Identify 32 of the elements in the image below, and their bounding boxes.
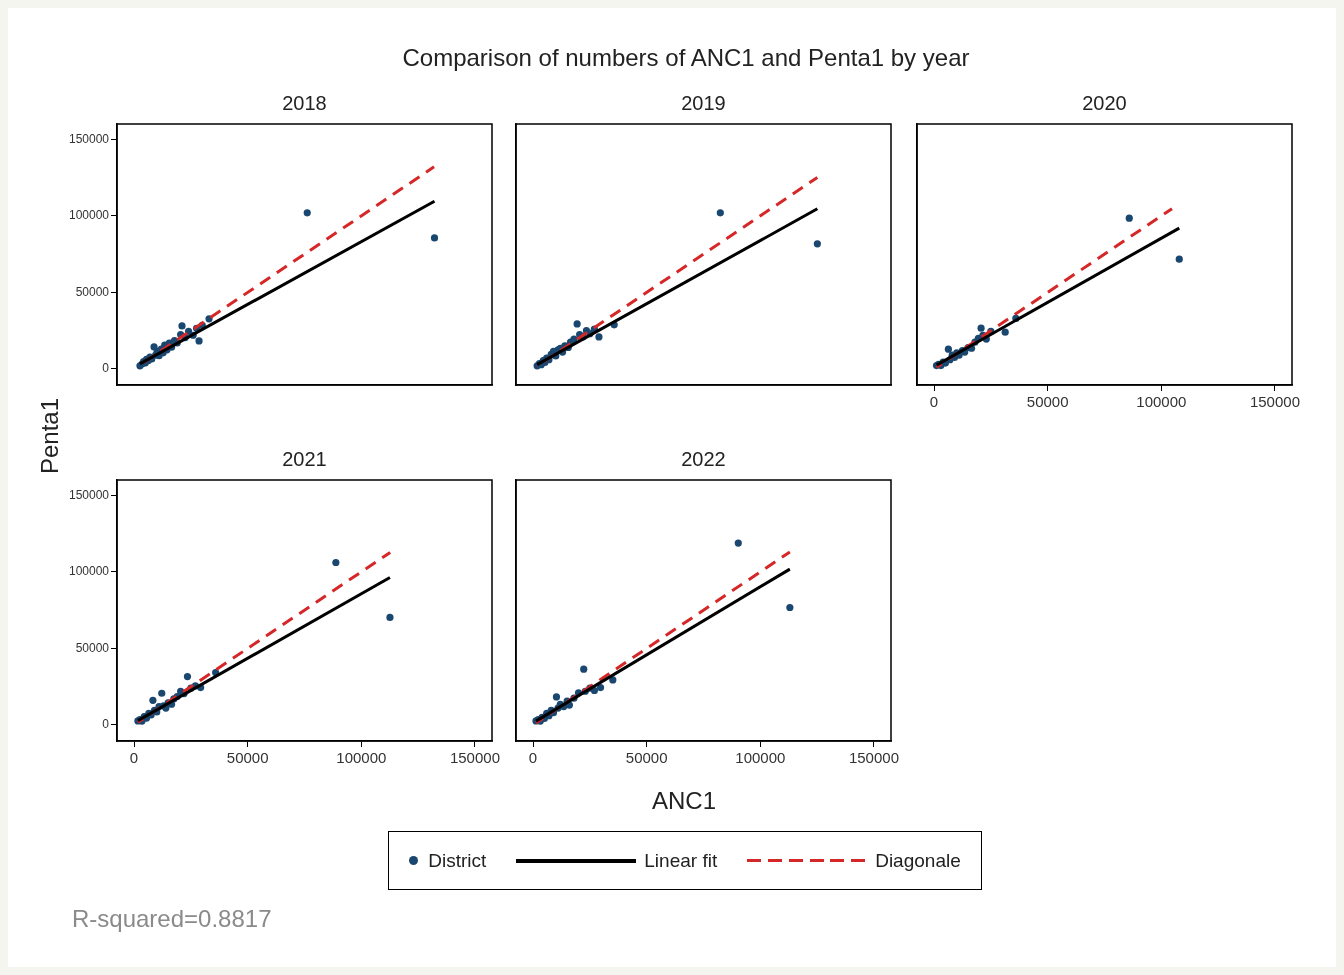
legend-label: Diagonale bbox=[875, 849, 961, 872]
legend-label: District bbox=[428, 849, 487, 872]
chart-title: 2019 bbox=[680, 92, 727, 115]
y-tick-label: 50000 bbox=[75, 640, 110, 655]
text: Penta1 bbox=[36, 396, 64, 477]
y-tick-label: 100000 bbox=[68, 208, 110, 223]
x-tick-label: 150000 bbox=[848, 749, 899, 767]
text: Comparison of numbers of ANC1 and Penta1 by year bbox=[401, 44, 971, 72]
legend-label: Linear fit bbox=[644, 849, 718, 872]
x-tick-label: 0 bbox=[929, 393, 939, 411]
x-tick-label: 50000 bbox=[1026, 393, 1069, 411]
text: R-squared=0.8817 bbox=[72, 905, 272, 933]
x-tick-label: 50000 bbox=[625, 749, 668, 767]
chart-title: 2018 bbox=[281, 92, 328, 115]
x-tick-label: 0 bbox=[528, 749, 538, 767]
x-tick-label: 0 bbox=[129, 749, 139, 767]
y-tick-label: 0 bbox=[102, 717, 110, 732]
x-tick-label: 100000 bbox=[1136, 393, 1187, 411]
x-tick-label: 150000 bbox=[1249, 393, 1300, 411]
y-tick-label: 150000 bbox=[68, 131, 110, 146]
y-tick-label: 0 bbox=[102, 361, 110, 376]
y-tick-label: 100000 bbox=[68, 564, 110, 579]
x-tick-label: 100000 bbox=[735, 749, 786, 767]
chart-title: 2022 bbox=[680, 448, 727, 471]
text: ANC1 bbox=[651, 787, 717, 815]
x-tick-label: 50000 bbox=[226, 749, 269, 767]
chart-title: 2021 bbox=[281, 448, 328, 471]
y-tick-label: 50000 bbox=[75, 284, 110, 299]
chart-title: 2020 bbox=[1081, 92, 1128, 115]
x-tick-label: 100000 bbox=[336, 749, 387, 767]
y-tick-label: 150000 bbox=[68, 487, 110, 502]
x-tick-label: 150000 bbox=[449, 749, 500, 767]
